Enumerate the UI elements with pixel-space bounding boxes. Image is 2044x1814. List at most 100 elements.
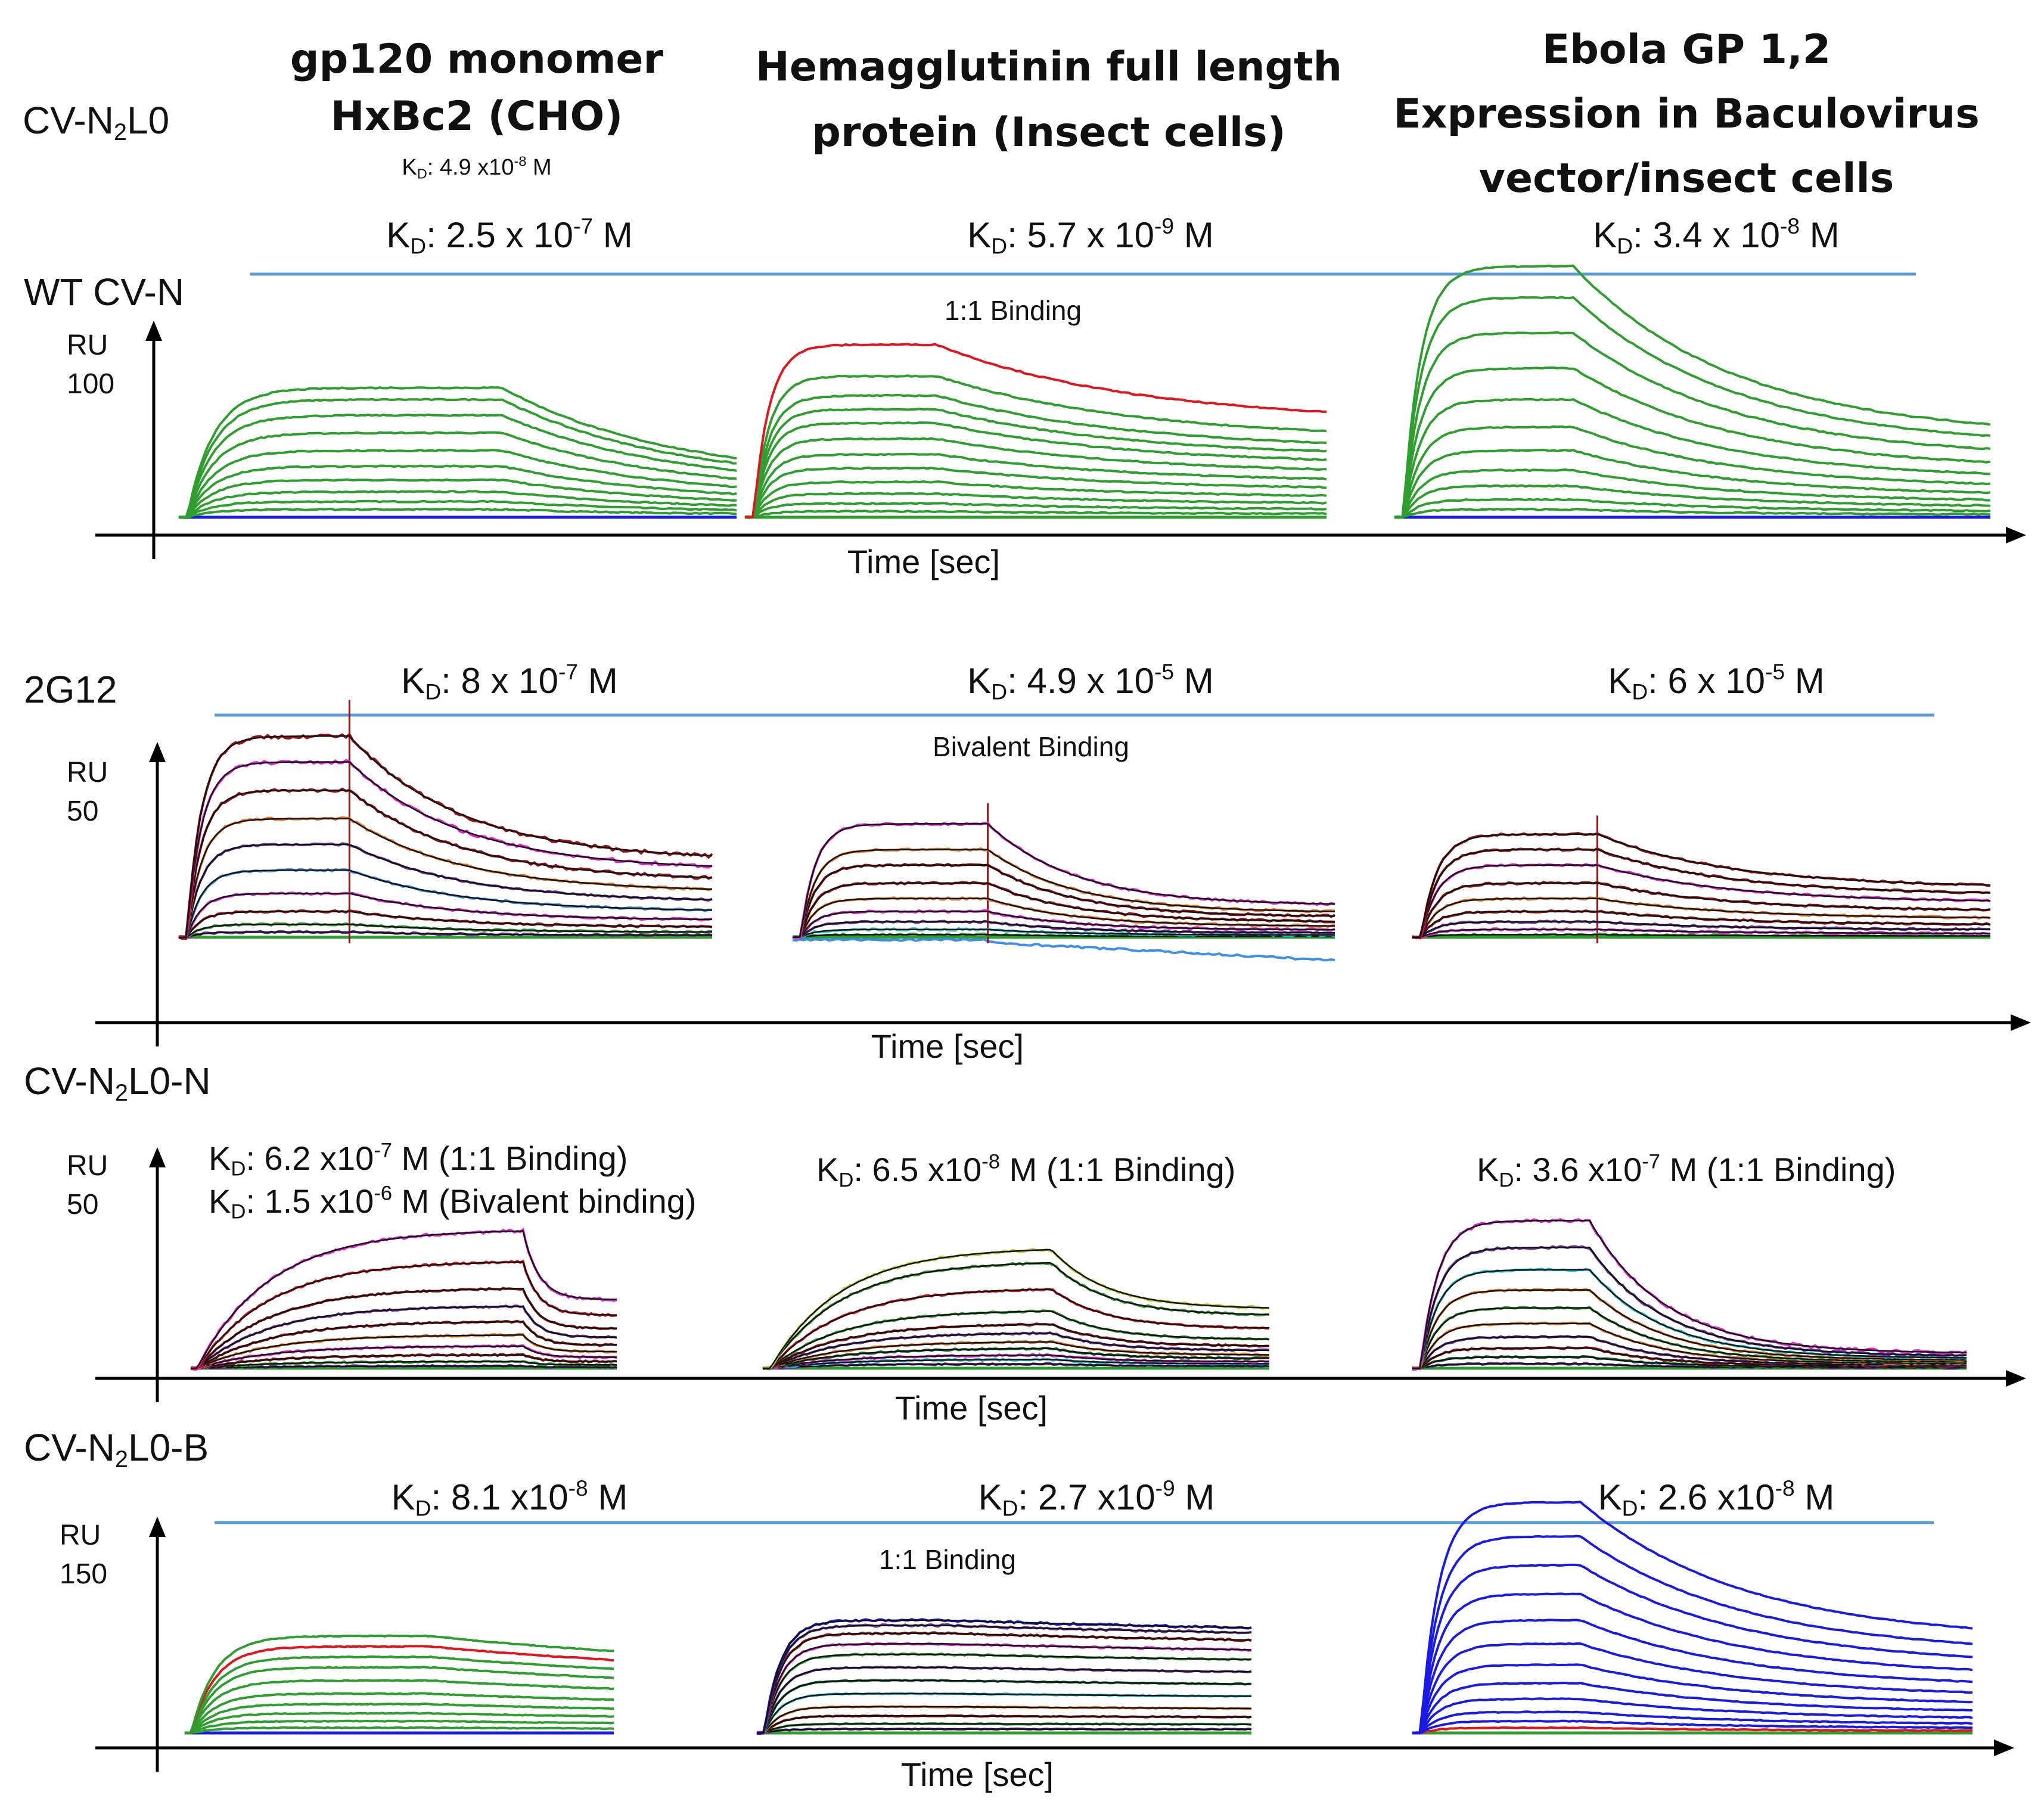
kd-unit: M (Bivalent binding): [392, 1182, 697, 1220]
kd-line: KD: 4.9 x 10-5 M: [912, 660, 1269, 703]
fit-curve: [191, 1360, 617, 1369]
binding-model-label: Bivalent Binding: [933, 731, 1129, 762]
kd-exponent: -7: [374, 1139, 393, 1162]
fit-curve: [191, 1345, 617, 1369]
drift-trace: [792, 937, 1335, 962]
kd-line: KD: 2.6 x10-8 M: [1537, 1477, 1895, 1519]
kd-subscript: D: [417, 166, 427, 182]
kd-label: KD: 4.9 x 10-5 M: [912, 660, 1269, 703]
sensorgram-trace: [762, 1261, 1270, 1371]
sensorgram-trace: [1412, 1501, 1973, 1735]
kd-exponent: -6: [374, 1182, 393, 1205]
kd-line: KD: 3.4 x 10-8 M: [1537, 215, 1895, 257]
row-label-text: 2G12: [24, 668, 117, 711]
fit-curve: [179, 892, 712, 938]
sensorgram-trace: [1412, 1726, 1973, 1735]
sensorgram-trace: [1412, 1306, 1967, 1371]
column-title-hemagglutinin: Hemagglutinin full length protein (Insec…: [733, 35, 1365, 166]
fit-curve: [793, 882, 1335, 938]
kd-unit: M: [1785, 661, 1825, 701]
fit-curve: [179, 869, 713, 938]
fit-curve: [1412, 934, 1990, 938]
y-axis-label: RU 50: [67, 1147, 108, 1225]
fit-curve: [1412, 1246, 1967, 1369]
sensorgram-trace: [184, 1666, 614, 1735]
kd-line: KD: 8.1 x10-8 M: [331, 1477, 688, 1519]
sensorgram-trace: [1412, 1642, 1973, 1735]
fit-curve: [1412, 849, 1991, 938]
sensorgram-trace: [178, 507, 737, 519]
row-label-subscript: 2: [114, 1080, 128, 1107]
fit-curve: [1412, 1289, 1967, 1369]
kd-value: : 3.4 x 10: [1633, 215, 1780, 255]
kd-line: KD: 1.5 x10-6 M (Bivalent binding): [209, 1182, 697, 1222]
fit-curve: [179, 843, 713, 938]
kd-symbol: K: [967, 661, 992, 701]
kd-value: : 4.9 x 10: [1007, 661, 1154, 701]
kd-exponent: -8: [514, 153, 527, 169]
column-title-line: protein (Insect cells): [812, 109, 1286, 156]
sensorgram-trace: [744, 466, 1327, 519]
row-label-text: CV-N: [24, 1060, 115, 1102]
kd-line: KD: 2.7 x10-9 M: [918, 1477, 1275, 1521]
kd-value: : 2.7 x10: [1018, 1477, 1155, 1517]
sensorgram-trace: [1412, 1663, 1973, 1735]
column-title-line: HxBc2 (CHO): [330, 93, 623, 140]
fit-curve: [763, 1324, 1270, 1369]
kd-value: : 2.5 x 10: [426, 215, 573, 255]
y-axis-arrow: [149, 1517, 166, 1537]
fit-curve: [179, 818, 713, 938]
fit-curve: [179, 923, 712, 938]
y-axis-tick-label: 150: [60, 1558, 108, 1590]
kd-value: : 1.5 x10: [246, 1182, 374, 1220]
y-axis-label: RU 150: [60, 1517, 107, 1594]
kd-exponent: -8: [981, 1150, 1001, 1173]
fit-curve: [757, 1643, 1252, 1734]
fit-curve: [1412, 1307, 1967, 1369]
fit-curve: [757, 1679, 1252, 1734]
sensorgram-trace: [184, 1645, 614, 1735]
kd-exponent: -9: [1154, 213, 1175, 238]
fit-curve: [757, 1715, 1251, 1734]
fit-curve: [1412, 1269, 1967, 1369]
sensorgram-trace: [1394, 397, 1991, 519]
kd-symbol: K: [209, 1139, 231, 1177]
sensorgram-trace: [184, 1692, 614, 1734]
x-axis-label: Time [sec]: [900, 1756, 1054, 1793]
fit-curve: [191, 1230, 617, 1369]
panel-row-label: WT CV-N: [24, 273, 184, 311]
kd-value: : 8 x 10: [441, 661, 558, 701]
sensorgram-trace: [744, 421, 1327, 519]
kd-unit: M (1:1 Binding): [1660, 1151, 1896, 1188]
binding-model-label: 1:1 Binding: [944, 295, 1082, 326]
kd-subscript: D: [1002, 1495, 1018, 1521]
kd-symbol: K: [386, 215, 411, 255]
column-title-ebola: Ebola GP 1,2 Expression in Baculovirus v…: [1371, 18, 2002, 211]
sensorgram-trace: [184, 1726, 614, 1735]
sensorgram-trace: [1394, 331, 1991, 519]
column-title-gp120: gp120 monomer HxBc2 (CHO): [262, 31, 691, 145]
fit-curve: [763, 1262, 1270, 1369]
y-axis-tick-label: 50: [67, 795, 99, 827]
kd-subscript: D: [410, 233, 427, 259]
kd-symbol: K: [401, 661, 425, 701]
y-axis-unit: RU: [67, 1150, 108, 1182]
kd-symbol: K: [816, 1151, 839, 1188]
fit-curve: [793, 823, 1335, 938]
fit-curve: [191, 1288, 617, 1369]
sensorgram-trace: [744, 510, 1327, 519]
row-label-text: CV-N: [24, 1426, 115, 1469]
sensorgram-trace: [744, 343, 1327, 518]
y-axis-label: RU 100: [67, 327, 114, 404]
fit-curve: [1412, 1356, 1967, 1369]
sensorgram-trace: [744, 492, 1327, 519]
x-axis-arrow: [2006, 1370, 2026, 1387]
fit-curve: [793, 849, 1335, 938]
fit-curve: [179, 789, 713, 938]
fit-curve: [1412, 1219, 1967, 1369]
sensorgram-trace: [178, 478, 737, 519]
sensorgram-trace: [1412, 1719, 1973, 1735]
kd-value: : 8.1 x10: [431, 1477, 569, 1517]
fit-curve: [1412, 833, 1991, 938]
